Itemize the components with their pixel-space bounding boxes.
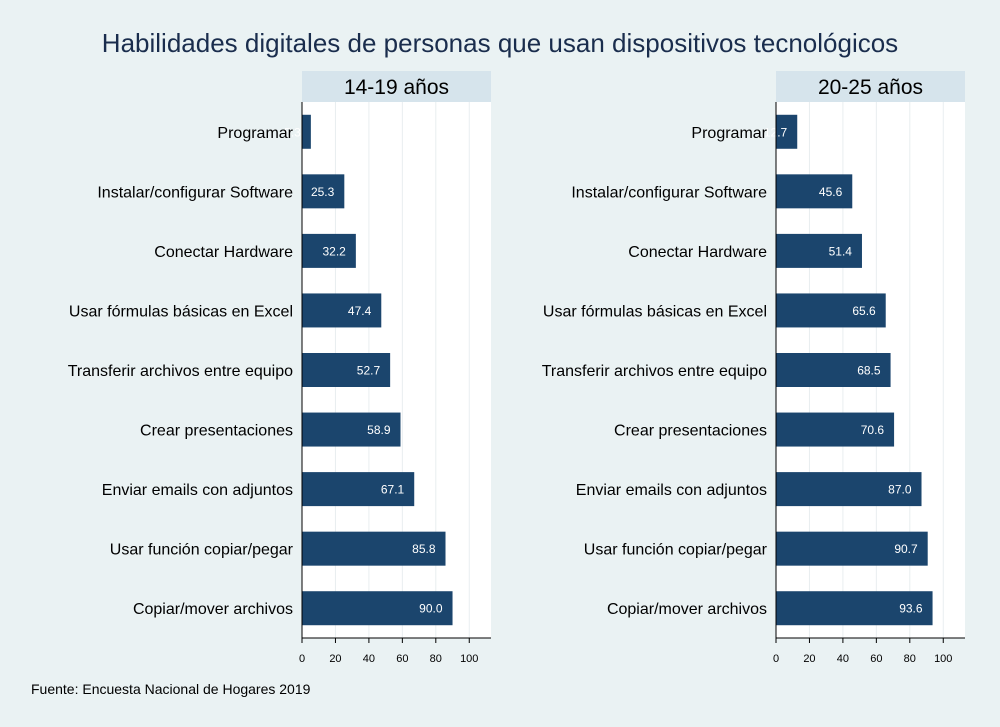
x-tick-label: 40 bbox=[363, 653, 375, 665]
x-tick-label: 60 bbox=[870, 653, 882, 665]
x-tick-label: 80 bbox=[430, 653, 442, 665]
category-label: Transferir archivos entre equipo bbox=[68, 363, 293, 380]
panel-header bbox=[302, 71, 491, 102]
bar-value-label: 68.5 bbox=[857, 364, 881, 378]
bar-value-label: 5.3 bbox=[284, 125, 301, 139]
category-label: Crear presentaciones bbox=[614, 423, 767, 440]
source-note: Fuente: Encuesta Nacional de Hogares 201… bbox=[31, 681, 311, 697]
category-label: Enviar emails con adjuntos bbox=[576, 482, 767, 499]
category-label: Enviar emails con adjuntos bbox=[102, 482, 293, 499]
bar bbox=[776, 174, 853, 209]
category-label: Usar función copiar/pegar bbox=[110, 542, 294, 559]
panel-header-label: 14-19 años bbox=[344, 76, 449, 99]
x-tick-label: 100 bbox=[460, 653, 478, 665]
bar bbox=[302, 472, 415, 507]
bar bbox=[302, 591, 453, 626]
category-label: Transferir archivos entre equipo bbox=[542, 363, 767, 380]
bar-value-label: 90.0 bbox=[419, 602, 443, 616]
bar-value-label: 25.3 bbox=[311, 185, 335, 199]
bar-value-label: 70.6 bbox=[861, 423, 885, 437]
category-label: Instalar/configurar Software bbox=[571, 184, 767, 201]
bar-value-label: 85.8 bbox=[412, 542, 436, 556]
category-label: Usar fórmulas básicas en Excel bbox=[543, 303, 767, 320]
bar-value-label: 65.6 bbox=[852, 304, 876, 318]
category-label: Usar función copiar/pegar bbox=[584, 542, 768, 559]
x-tick-label: 20 bbox=[803, 653, 815, 665]
chart-title: Habilidades digitales de personas que us… bbox=[101, 28, 899, 58]
x-tick-label: 60 bbox=[396, 653, 408, 665]
bar bbox=[302, 114, 311, 149]
category-label: Crear presentaciones bbox=[140, 423, 293, 440]
bar bbox=[776, 233, 862, 268]
panel-header-label: 20-25 años bbox=[818, 76, 923, 99]
bar bbox=[302, 293, 382, 328]
x-tick-label: 20 bbox=[329, 653, 341, 665]
bar-value-label: 52.7 bbox=[357, 364, 381, 378]
panel-2: 20-25 años12.7Programar45.6Instalar/conf… bbox=[542, 71, 965, 665]
bar-value-label: 90.7 bbox=[894, 542, 918, 556]
bar bbox=[776, 531, 928, 566]
x-tick-label: 100 bbox=[934, 653, 952, 665]
bar bbox=[302, 531, 446, 566]
bar-value-label: 47.4 bbox=[348, 304, 372, 318]
bar bbox=[302, 353, 391, 387]
bar bbox=[776, 591, 933, 626]
bar bbox=[776, 472, 922, 507]
bar bbox=[776, 353, 891, 387]
x-tick-label: 0 bbox=[773, 653, 779, 665]
category-label: Programar bbox=[691, 125, 767, 142]
bar-value-label: 45.6 bbox=[819, 185, 843, 199]
category-label: Programar bbox=[217, 125, 293, 142]
bar bbox=[302, 233, 356, 268]
x-tick-label: 80 bbox=[904, 653, 916, 665]
category-label: Usar fórmulas básicas en Excel bbox=[69, 303, 293, 320]
category-label: Copiar/mover archivos bbox=[133, 601, 293, 618]
x-tick-label: 40 bbox=[837, 653, 849, 665]
bar bbox=[302, 412, 401, 447]
category-label: Conectar Hardware bbox=[628, 244, 767, 261]
bar-value-label: 58.9 bbox=[367, 423, 391, 437]
category-label: Instalar/configurar Software bbox=[97, 184, 293, 201]
bar-value-label: 32.2 bbox=[322, 244, 346, 258]
bar bbox=[776, 412, 895, 447]
category-label: Conectar Hardware bbox=[154, 244, 293, 261]
bar-value-label: 87.0 bbox=[888, 483, 912, 497]
bar-value-label: 67.1 bbox=[381, 483, 405, 497]
bar bbox=[776, 114, 798, 149]
x-tick-label: 0 bbox=[299, 653, 305, 665]
bar bbox=[776, 293, 886, 328]
bar bbox=[302, 174, 345, 209]
bar-value-label: 51.4 bbox=[829, 244, 853, 258]
panel-header bbox=[776, 71, 965, 102]
bar-value-label: 93.6 bbox=[899, 602, 923, 616]
category-label: Copiar/mover archivos bbox=[607, 601, 767, 618]
